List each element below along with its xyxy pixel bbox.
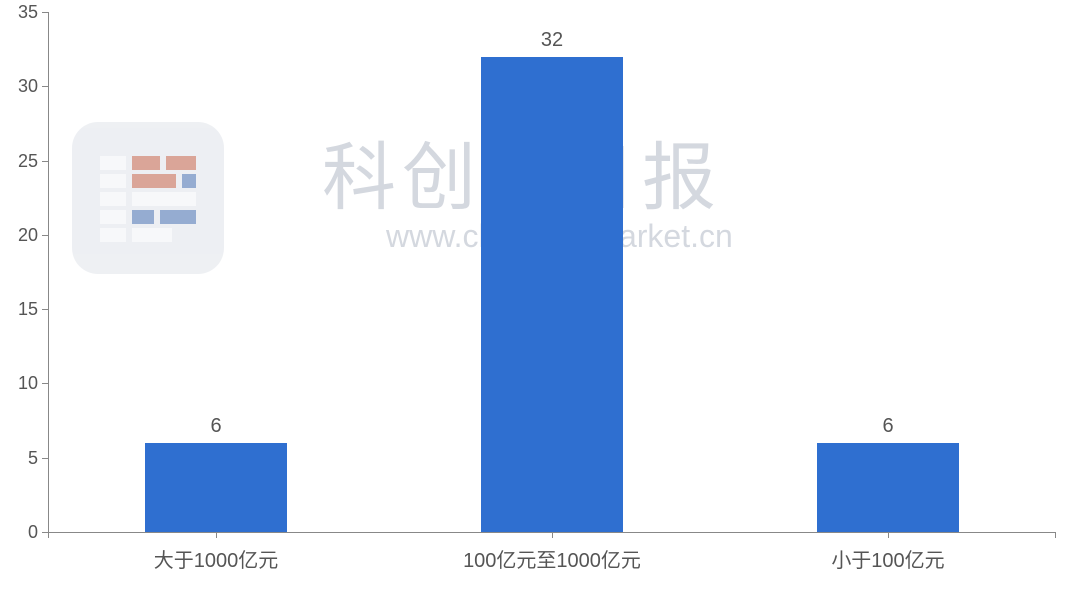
y-tick-label: 25 bbox=[18, 151, 38, 172]
y-tick-mark bbox=[42, 309, 48, 310]
y-axis-line bbox=[48, 12, 49, 532]
y-tick-mark bbox=[42, 235, 48, 236]
x-tick-mark bbox=[48, 532, 49, 538]
y-tick-label: 10 bbox=[18, 373, 38, 394]
category-label: 小于100亿元 bbox=[831, 544, 944, 573]
y-tick-mark bbox=[42, 458, 48, 459]
bar bbox=[817, 443, 960, 532]
bar-value-label: 32 bbox=[541, 29, 563, 52]
plot-area bbox=[48, 12, 1056, 532]
bar-chart: 科创板日报www.chinastarmarket.cn0510152025303… bbox=[0, 0, 1068, 592]
y-tick-label: 20 bbox=[18, 225, 38, 246]
y-tick-label: 35 bbox=[18, 2, 38, 23]
category-label: 大于1000亿元 bbox=[154, 544, 279, 573]
x-tick-mark bbox=[1055, 532, 1056, 538]
y-tick-label: 30 bbox=[18, 76, 38, 97]
y-tick-mark bbox=[42, 383, 48, 384]
y-tick-mark bbox=[42, 86, 48, 87]
y-tick-label: 15 bbox=[18, 299, 38, 320]
y-tick-label: 5 bbox=[28, 448, 38, 469]
category-label: 100亿元至1000亿元 bbox=[463, 544, 641, 573]
bar-value-label: 6 bbox=[882, 415, 893, 438]
y-tick-mark bbox=[42, 161, 48, 162]
y-tick-mark bbox=[42, 12, 48, 13]
x-tick-mark bbox=[216, 532, 217, 538]
bar bbox=[145, 443, 288, 532]
x-tick-mark bbox=[888, 532, 889, 538]
bar-value-label: 6 bbox=[210, 415, 221, 438]
bar bbox=[481, 57, 624, 532]
x-tick-mark bbox=[552, 532, 553, 538]
y-tick-label: 0 bbox=[28, 522, 38, 543]
